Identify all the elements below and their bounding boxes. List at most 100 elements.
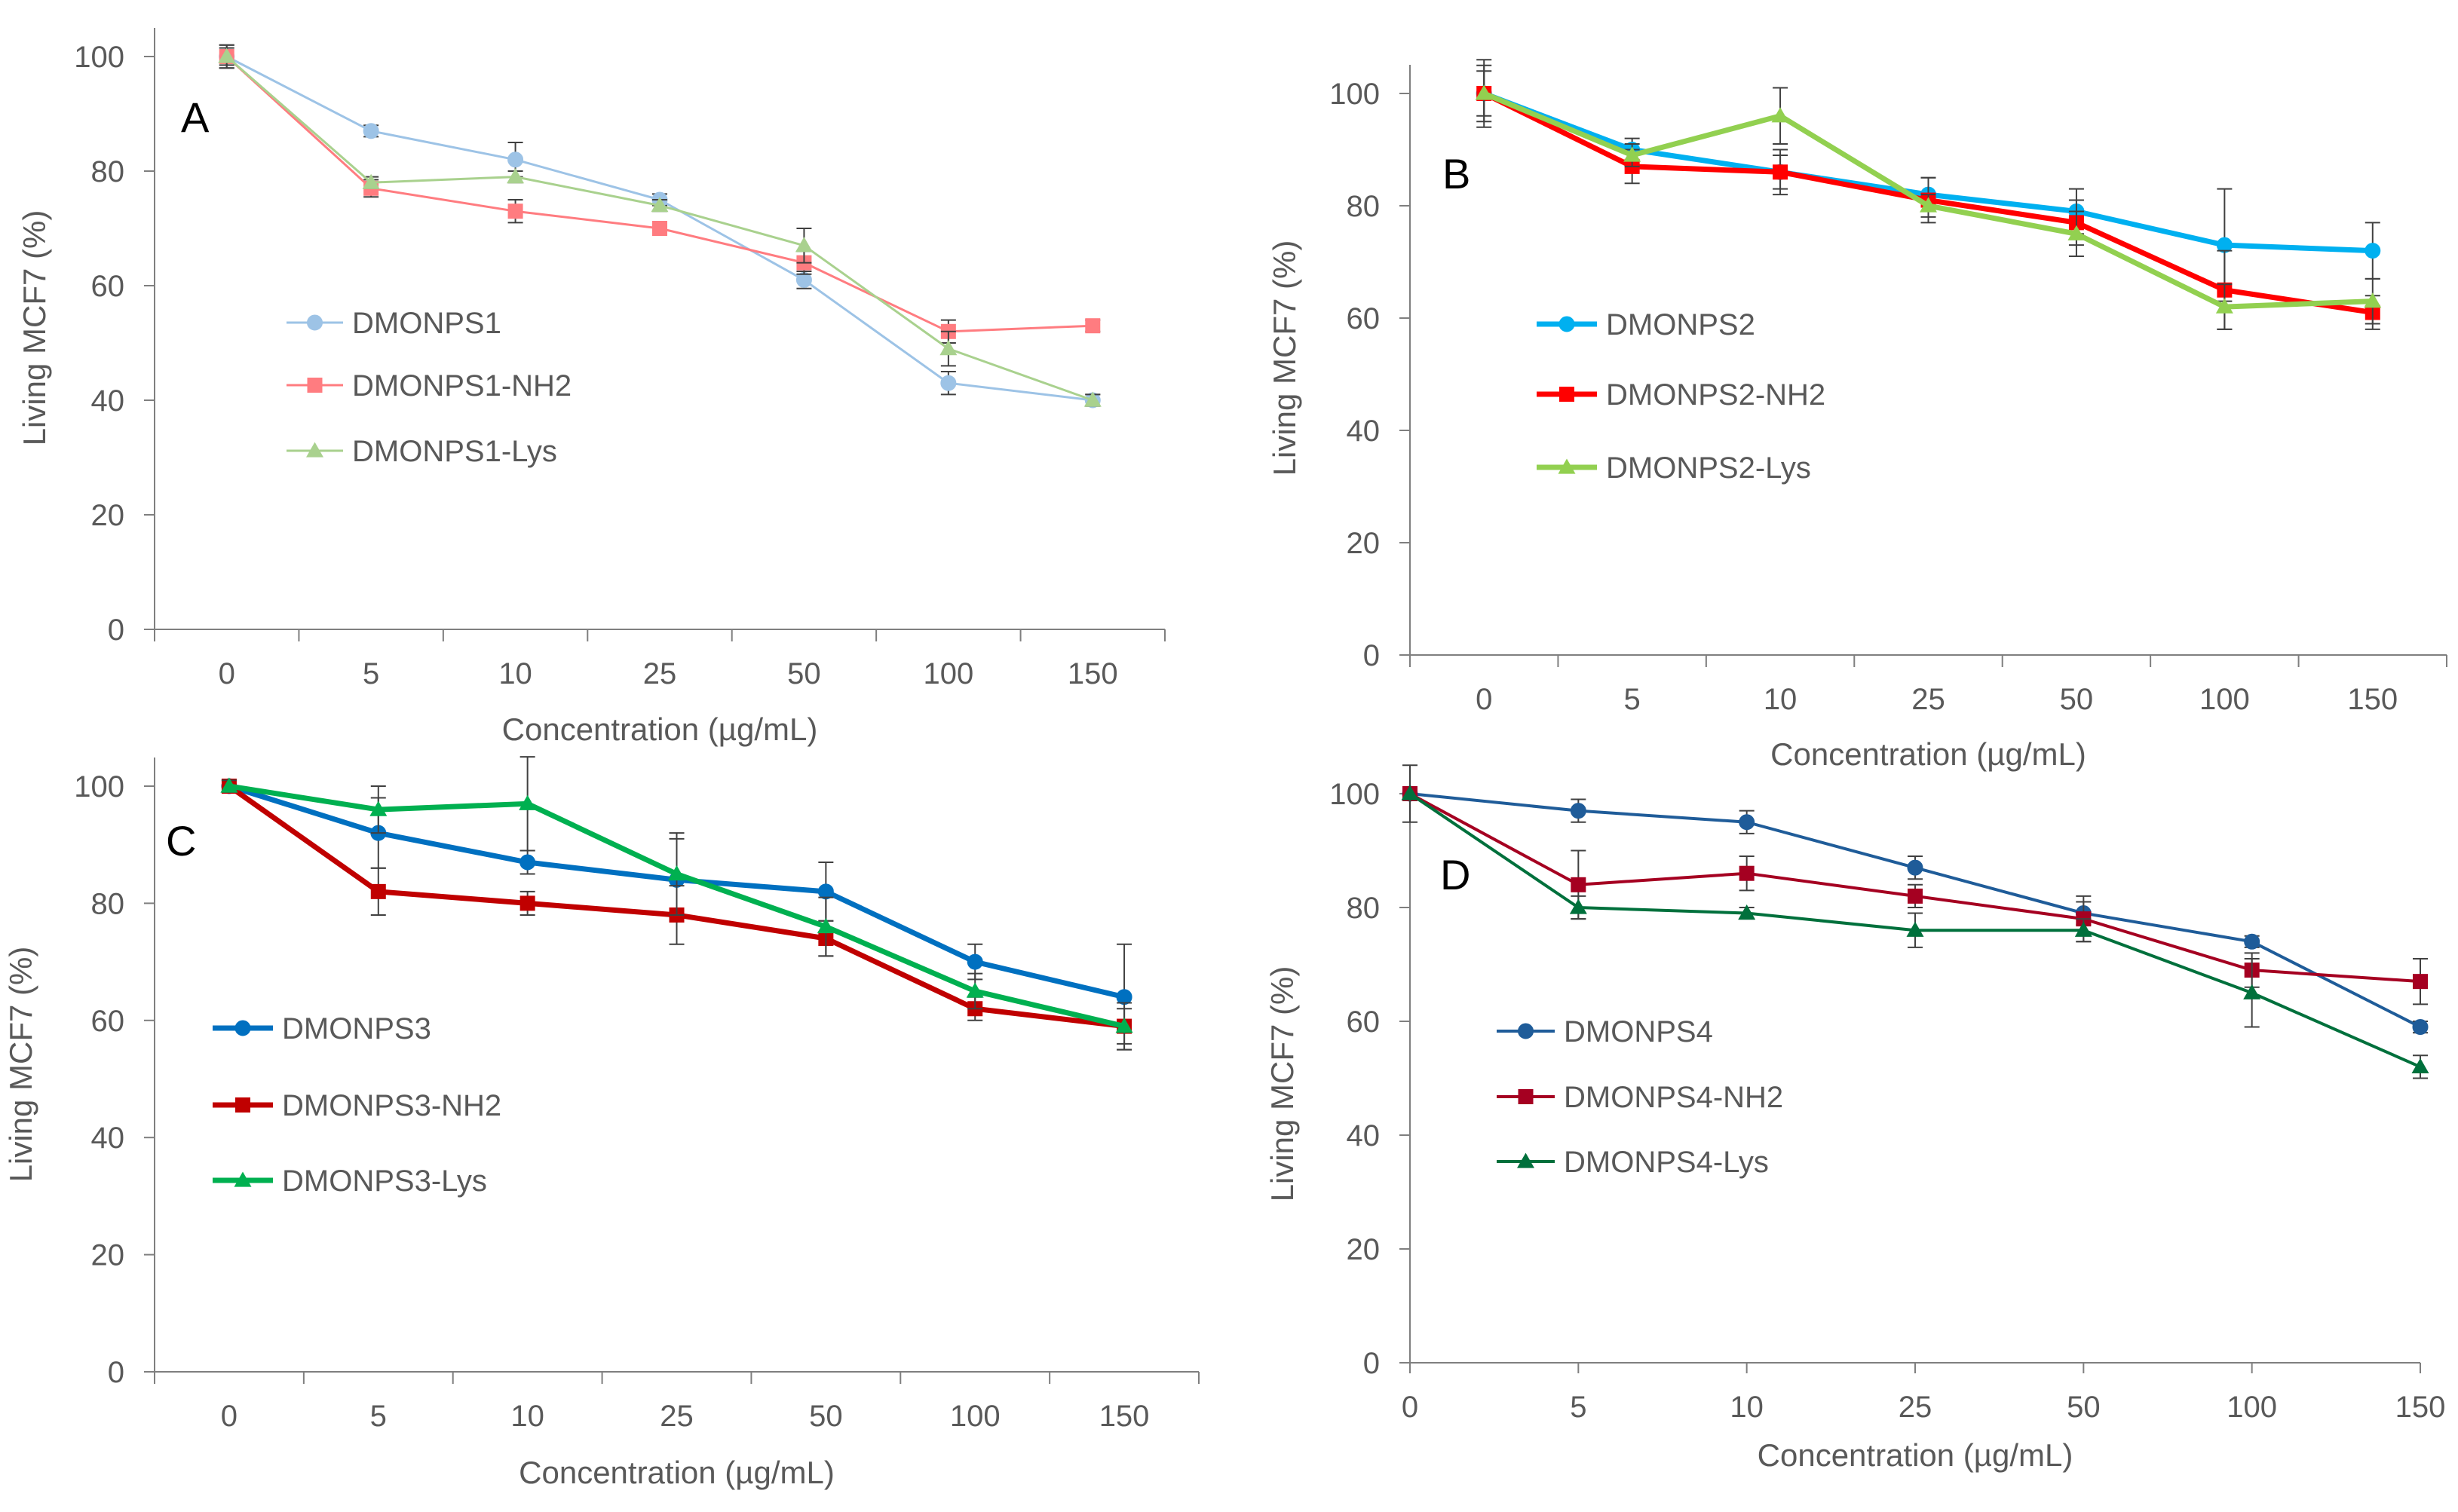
- legend-marker: [307, 314, 323, 331]
- legend-marker: [1518, 1089, 1534, 1104]
- y-tick-label: 40: [91, 1122, 125, 1155]
- data-point: [1475, 84, 1493, 100]
- data-point: [2243, 984, 2261, 999]
- x-tick-label: 5: [363, 657, 379, 690]
- axes: 0 20 40 60 80 100 0 5 10 25 50 100 150 Concentration …: [1264, 765, 2445, 1473]
- series-dmonps2-lys: [1475, 70, 2382, 330]
- data-point: [507, 204, 523, 219]
- x-tick-label: 10: [498, 657, 532, 690]
- chart-panel-b: 0 20 40 60 80 100 0 5 10 25 50 100 150 Concentration …: [1267, 59, 2447, 772]
- data-point: [795, 237, 813, 253]
- series-dmonps4: [1402, 785, 2429, 1036]
- x-axis-title: Concentration (µg/mL): [1770, 736, 2086, 772]
- legend-entry: DMONPS3: [213, 1012, 431, 1045]
- data-point: [1906, 921, 1924, 937]
- data-point: [1570, 803, 1586, 819]
- x-tick-label: 100: [950, 1400, 1001, 1433]
- x-tick-label: 25: [660, 1400, 694, 1433]
- data-point: [2364, 292, 2382, 308]
- legend-label: DMONPS4: [1564, 1015, 1713, 1048]
- data-point: [1115, 1018, 1133, 1033]
- y-tick-label: 80: [1347, 892, 1381, 925]
- data-point: [2365, 243, 2381, 259]
- data-point: [2413, 974, 2428, 990]
- x-tick-label: 50: [2060, 683, 2094, 716]
- y-tick-label: 80: [1347, 190, 1381, 223]
- data-point: [220, 777, 238, 793]
- axes: 0 20 40 60 80 100 0 5 10 25 50 100 150 Concentration …: [1267, 65, 2447, 772]
- series-line: [1408, 792, 2422, 1029]
- y-tick-label: 40: [91, 384, 125, 418]
- x-tick-label: 5: [1570, 1391, 1586, 1424]
- data-point: [966, 982, 984, 998]
- y-tick-label: 20: [1347, 527, 1381, 560]
- legend-entry: DMONPS2: [1537, 308, 1755, 341]
- legend-entry: DMONPS4-Lys: [1497, 1146, 1769, 1179]
- data-point: [1739, 814, 1755, 831]
- y-tick-label: 40: [1347, 1119, 1381, 1152]
- data-point: [1083, 391, 1102, 407]
- legend-marker: [234, 1020, 251, 1036]
- series-dmonps1-lys: [218, 47, 1102, 407]
- x-axis-title: Concentration (µg/mL): [1758, 1437, 2073, 1473]
- y-tick-label: 60: [1347, 1005, 1381, 1039]
- y-axis-title: Living MCF7 (%): [3, 947, 38, 1183]
- x-tick-label: 25: [1899, 1391, 1932, 1424]
- data-point: [362, 173, 380, 189]
- y-tick-label: 100: [1329, 78, 1380, 111]
- panel-letter: B: [1442, 150, 1470, 197]
- axes: 0 20 40 60 80 100 0 5 10 25 50 100 150 Concentration …: [3, 758, 1200, 1490]
- legend-entry: DMONPS1-NH2: [287, 369, 572, 402]
- data-point: [1623, 146, 1641, 162]
- data-point: [967, 953, 983, 970]
- data-point: [363, 123, 379, 139]
- data-point: [2244, 933, 2260, 950]
- x-tick-label: 0: [219, 657, 235, 690]
- x-tick-label: 50: [809, 1400, 843, 1433]
- data-point: [652, 221, 667, 236]
- data-point: [939, 340, 958, 356]
- x-tick-label: 5: [1624, 683, 1641, 716]
- data-point: [817, 917, 835, 934]
- x-tick-label: 0: [1402, 1391, 1418, 1424]
- y-tick-label: 80: [91, 155, 125, 188]
- data-point: [651, 197, 669, 213]
- data-point: [519, 794, 537, 810]
- legend-entry: DMONPS4-NH2: [1497, 1081, 1783, 1114]
- legend-label: DMONPS3: [282, 1012, 431, 1045]
- x-tick-label: 100: [2199, 683, 2250, 716]
- y-tick-label: 60: [91, 1005, 125, 1038]
- y-axis-title: Living MCF7 (%): [1267, 240, 1302, 476]
- series-line: [1481, 90, 2376, 254]
- series-dmonps4-nh2: [1402, 786, 2428, 1005]
- x-axis-title: Concentration (µg/mL): [502, 712, 818, 747]
- x-tick-label: 150: [2395, 1391, 2446, 1424]
- x-tick-label: 50: [2067, 1391, 2101, 1424]
- data-point: [940, 375, 957, 391]
- y-tick-label: 60: [1347, 302, 1381, 335]
- y-tick-label: 100: [74, 41, 124, 74]
- data-point: [1773, 164, 1788, 180]
- y-tick-label: 0: [108, 1356, 124, 1389]
- legend-marker: [306, 442, 323, 458]
- legend-entry: DMONPS2-Lys: [1537, 451, 1811, 485]
- data-point: [1085, 318, 1101, 334]
- data-point: [1569, 898, 1587, 914]
- y-tick-label: 20: [91, 1239, 125, 1272]
- legend-marker: [307, 378, 323, 393]
- x-tick-label: 10: [1764, 683, 1798, 716]
- y-tick-label: 60: [91, 270, 125, 303]
- x-tick-label: 25: [1911, 683, 1945, 716]
- x-axis-title: Concentration (µg/mL): [519, 1455, 835, 1490]
- data-point: [507, 168, 525, 184]
- chart-panel-a: 0 20 40 60 80 100 0 5 10 25 50 100 150 Concentration …: [17, 28, 1166, 747]
- data-point: [1771, 107, 1789, 123]
- data-point: [1907, 859, 1923, 876]
- y-tick-label: 0: [1363, 639, 1380, 672]
- panel-letter: C: [166, 817, 196, 865]
- legend-marker: [235, 1097, 250, 1113]
- x-tick-label: 5: [370, 1400, 387, 1433]
- y-tick-label: 80: [91, 887, 125, 920]
- data-point: [1571, 877, 1586, 892]
